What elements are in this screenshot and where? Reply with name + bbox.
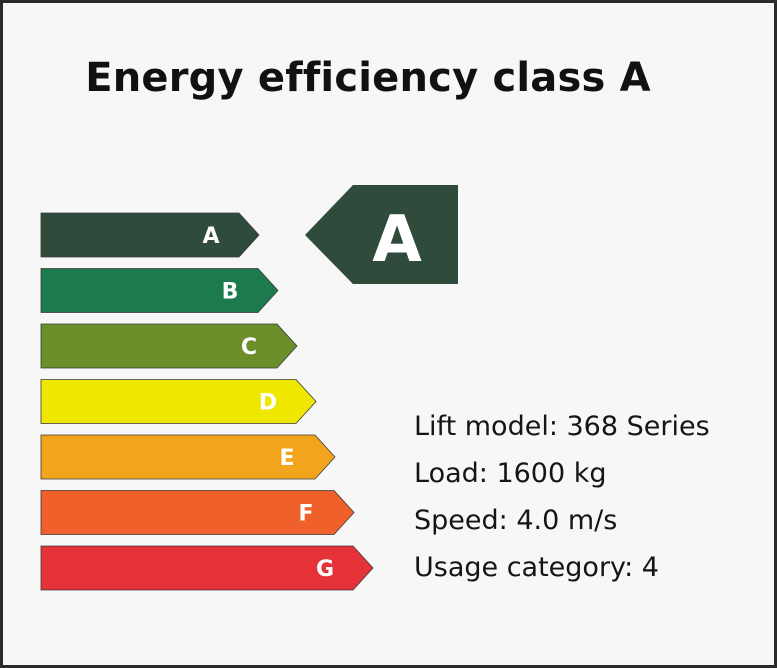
scale-letter-c: C bbox=[241, 335, 257, 360]
scale-arrow-b bbox=[40, 268, 279, 313]
scale-bar-c: C bbox=[40, 323, 298, 369]
spec-usage-category: Usage category: 4 bbox=[414, 552, 659, 583]
spec-load: Load: 1600 kg bbox=[414, 458, 607, 489]
scale-bar-b: B bbox=[40, 268, 279, 313]
scale-bar-a: A bbox=[40, 212, 260, 258]
scale-letter-d: D bbox=[259, 391, 277, 416]
rating-letter: A bbox=[372, 203, 422, 277]
efficiency-scale: A B C D E F G A bbox=[40, 185, 458, 591]
spec-lift-model: Lift model: 368 Series bbox=[414, 411, 710, 442]
scale-arrow-c bbox=[40, 323, 298, 369]
scale-bar-f: F bbox=[40, 490, 355, 535]
label-title: Energy efficiency class A bbox=[85, 55, 651, 101]
scale-bar-g: G bbox=[40, 545, 374, 591]
lift-specifications: Lift model: 368 Series Load: 1600 kg Spe… bbox=[414, 403, 710, 591]
scale-arrow-d bbox=[40, 379, 317, 424]
scale-letter-b: B bbox=[222, 280, 239, 305]
rating-arrow bbox=[305, 185, 458, 284]
scale-arrow-f bbox=[40, 490, 355, 535]
scale-letter-e: E bbox=[279, 446, 294, 471]
spec-speed: Speed: 4.0 m/s bbox=[414, 505, 618, 536]
scale-bar-e: E bbox=[40, 434, 336, 480]
scale-bar-d: D bbox=[40, 379, 317, 424]
rating-indicator: A bbox=[305, 185, 458, 284]
scale-letter-g: G bbox=[316, 557, 334, 582]
scale-letter-f: F bbox=[298, 502, 313, 527]
scale-letter-a: A bbox=[202, 224, 219, 249]
scale-arrow-a bbox=[40, 212, 260, 258]
scale-arrow-e bbox=[40, 434, 336, 480]
scale-arrow-g bbox=[40, 545, 374, 591]
